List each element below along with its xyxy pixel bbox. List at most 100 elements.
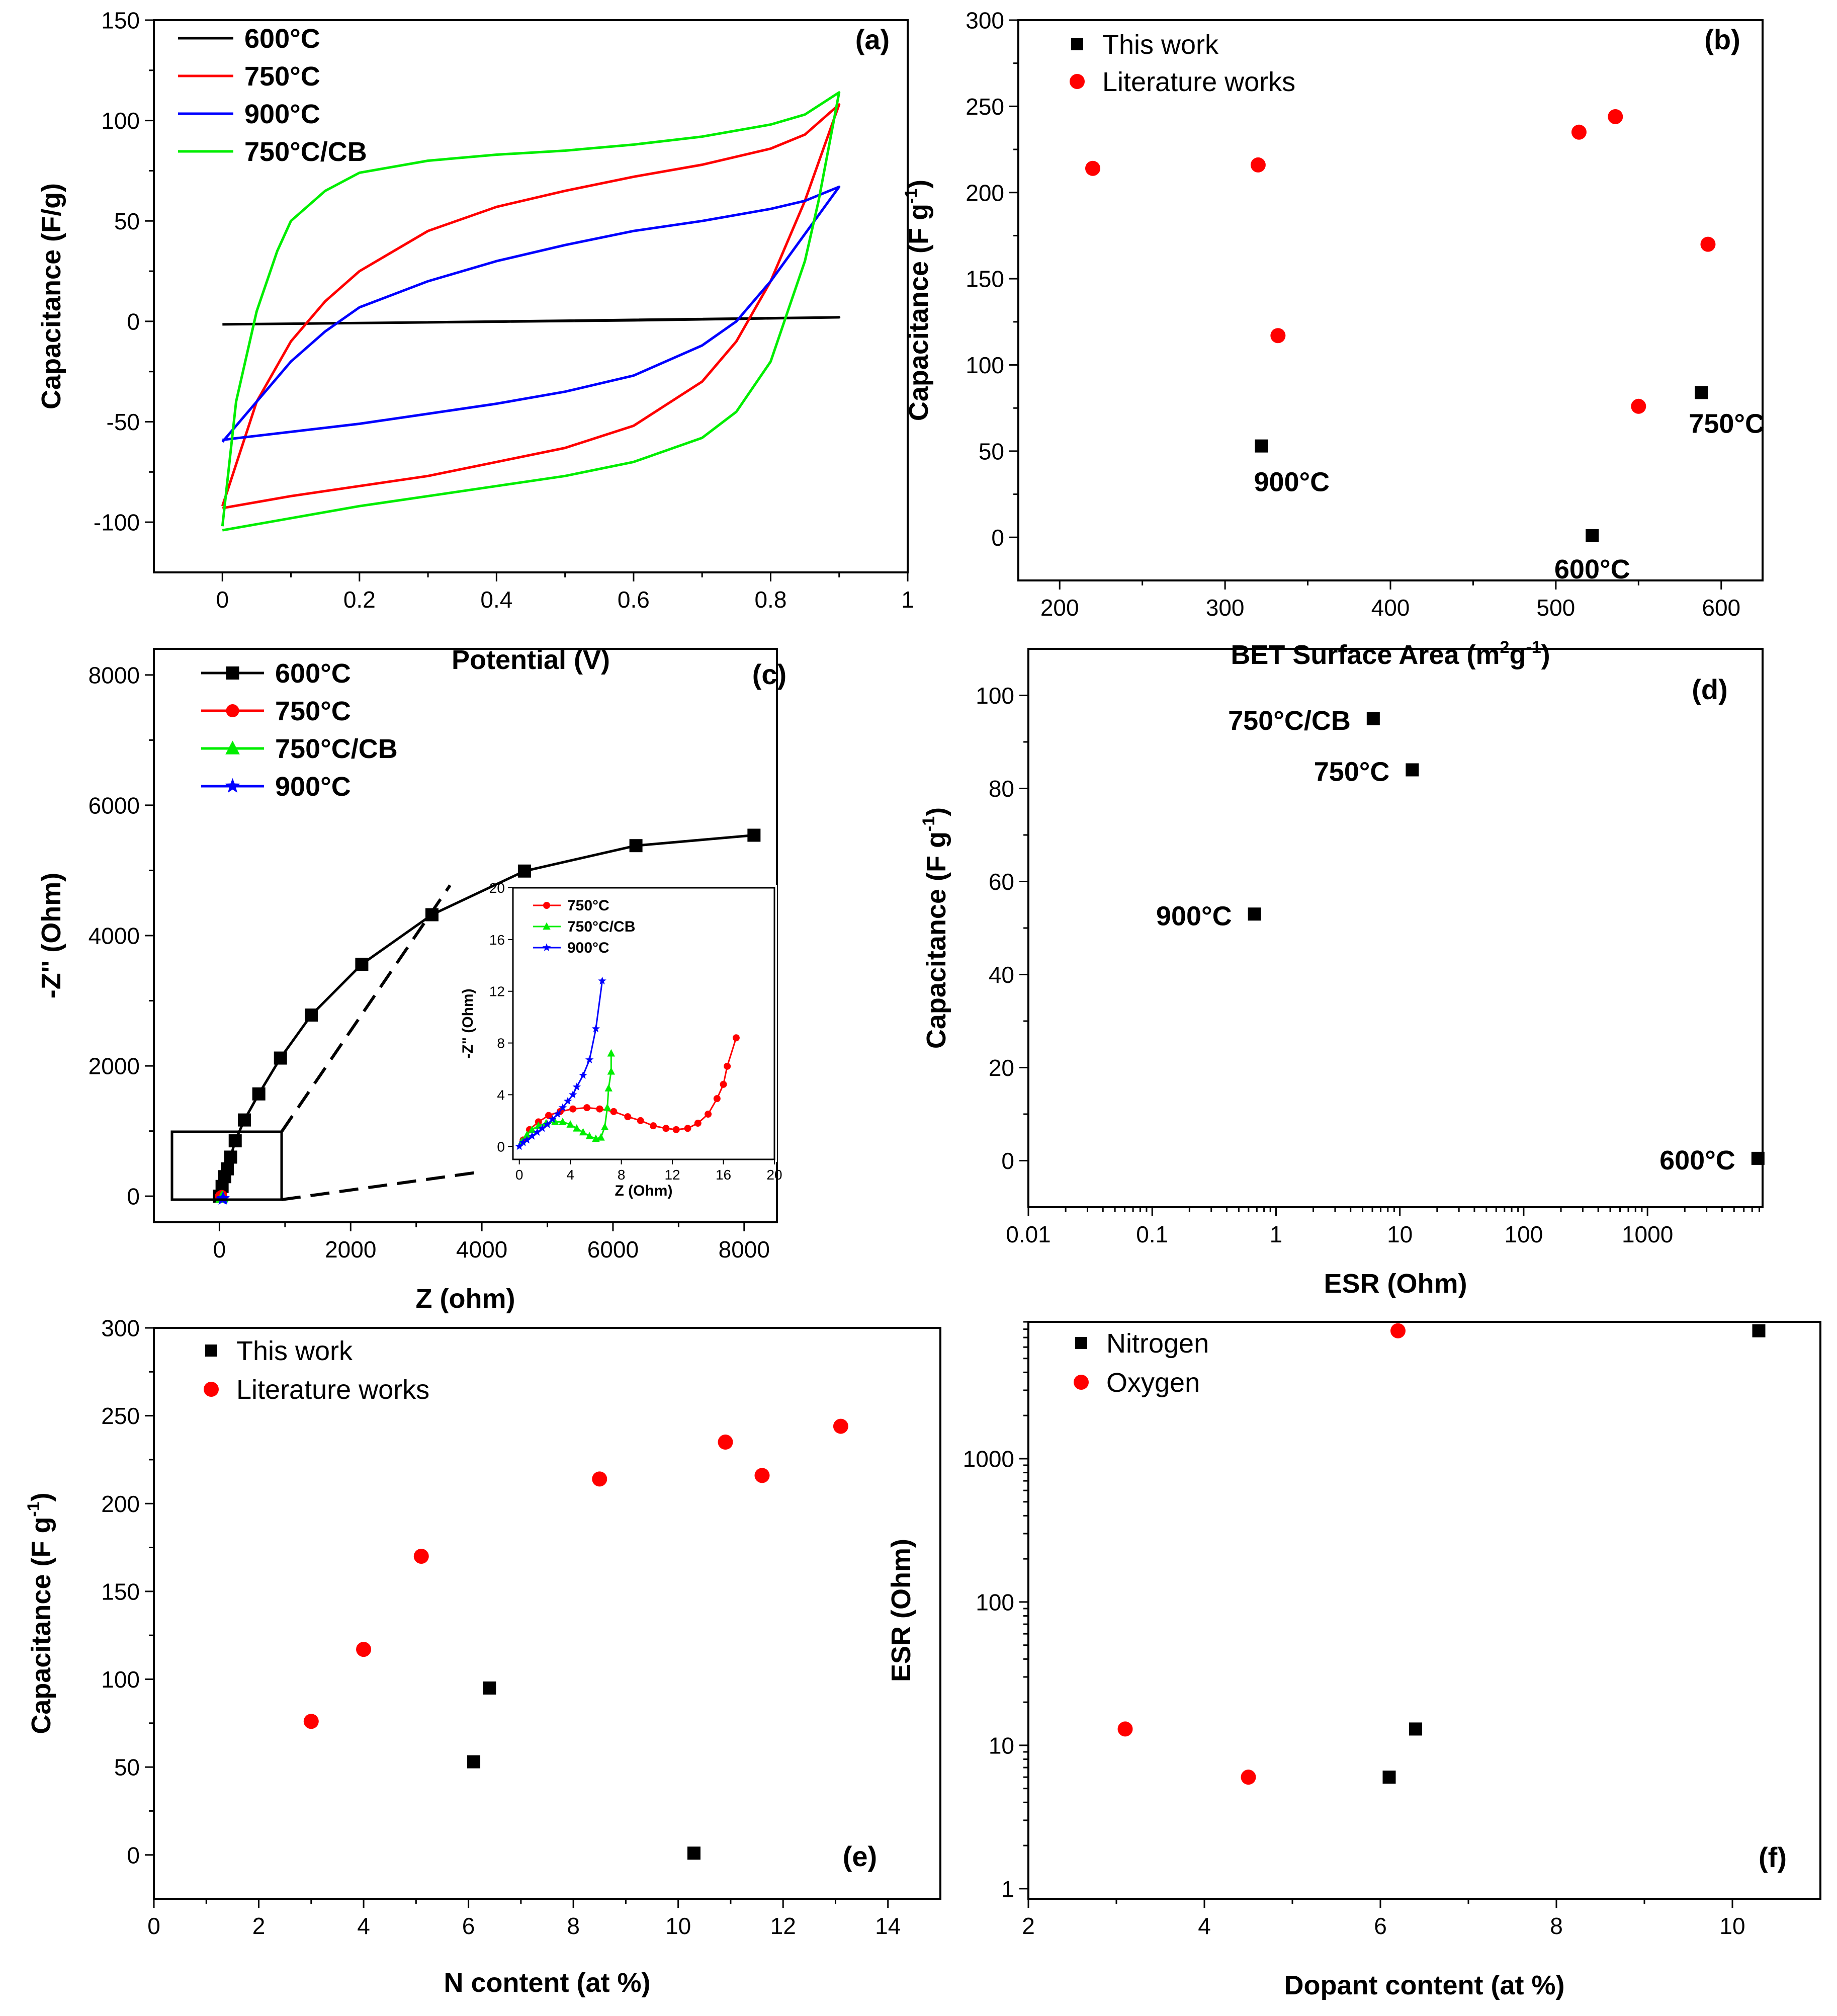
- legend-label: 750°C: [275, 696, 351, 726]
- inset-point-2: [528, 1132, 537, 1140]
- inset-point-2: [569, 1090, 577, 1099]
- x-axis-label: Z (ohm): [416, 1284, 515, 1314]
- zoom-leader-top: [280, 884, 452, 1133]
- nyquist-point-600: [274, 1051, 287, 1065]
- panel-label: (a): [855, 24, 890, 55]
- x-tick-label: 0: [147, 1913, 160, 1939]
- nitrogen-point: [1409, 1722, 1422, 1736]
- y-tick-label: -100: [94, 510, 140, 536]
- this-work-point: [687, 1846, 701, 1860]
- this-work-point: [1695, 386, 1708, 399]
- y-axis-label-end: ): [26, 1492, 56, 1501]
- y-tick-label: 40: [989, 962, 1014, 988]
- literature-point: [592, 1471, 607, 1487]
- x-axis-label-text: BET Surface Area (m: [1231, 640, 1500, 670]
- legend-label: This work: [1102, 30, 1219, 60]
- y-tick-label: 0: [127, 1842, 140, 1868]
- y-tick-label: 50: [114, 208, 140, 234]
- inset-point-0: [732, 1034, 740, 1042]
- inset-point-2: [558, 1103, 567, 1112]
- literature-point: [1631, 398, 1646, 414]
- legend-label: 750°C/CB: [244, 137, 367, 167]
- y-axis-label: Capacitance (F g-1): [919, 807, 951, 1049]
- y-tick-label: 80: [989, 776, 1014, 802]
- x-tick-label: 4: [1198, 1913, 1211, 1939]
- inset-point-0: [637, 1117, 644, 1124]
- y-tick-label: 50: [114, 1754, 140, 1781]
- y-axis-label: ESR (Ohm): [886, 1539, 916, 1682]
- inset-legend-label: 750°C: [567, 897, 609, 914]
- inset-y-tick-label: 8: [497, 1036, 505, 1051]
- inset-point-0: [705, 1111, 712, 1118]
- x-tick-label: 100: [1505, 1221, 1543, 1247]
- x-axis-label: ESR (Ohm): [1324, 1269, 1467, 1299]
- x-tick-label: 6000: [587, 1236, 639, 1263]
- inset-point-1: [600, 1123, 609, 1131]
- plot-frame: [153, 19, 909, 573]
- zoom-leader-bottom: [281, 1170, 481, 1201]
- inset-point-1: [523, 1130, 531, 1138]
- x-tick-label: 1: [1270, 1221, 1283, 1247]
- zoom-box: [170, 1130, 283, 1201]
- inset-legend-marker: [543, 902, 550, 909]
- inset-y-axis-label: -Z" (Ohm): [460, 988, 476, 1058]
- inset-point-1: [607, 1067, 616, 1075]
- panel-label: (c): [752, 658, 786, 690]
- inset-frame: [512, 887, 775, 1160]
- x-axis-label: Dopant content (at %): [1284, 1970, 1565, 2000]
- inset-legend-marker: [543, 922, 551, 930]
- y-tick-label: 100: [101, 1666, 140, 1693]
- x-tick-label: 0.1: [1136, 1221, 1168, 1247]
- inset-point-0: [569, 1105, 577, 1113]
- y-tick-label: 1: [1001, 1876, 1014, 1902]
- literature-point: [356, 1642, 372, 1657]
- y-tick-label: 10: [989, 1732, 1014, 1758]
- legend-label: 750°C/CB: [275, 734, 398, 764]
- y-tick-label: 1000: [963, 1446, 1014, 1472]
- y-tick-label: 60: [989, 869, 1014, 895]
- literature-point: [718, 1435, 733, 1450]
- cv-curve-1: [221, 103, 841, 510]
- cv-curve-2: [221, 185, 841, 443]
- legend-label: Literature works: [236, 1375, 429, 1405]
- x-tick-label: 0.01: [1006, 1221, 1051, 1247]
- x-tick-label: 500: [1537, 595, 1576, 621]
- x-tick-label: 0: [213, 1236, 226, 1263]
- point-annotation: 750°C: [1314, 757, 1390, 787]
- inset-point-0: [694, 1120, 702, 1127]
- inset-point-1: [566, 1120, 574, 1128]
- x-tick-label: 0.4: [480, 586, 512, 613]
- y-axis-label-text: Capacitance (F g: [904, 204, 934, 421]
- inset-point-0: [720, 1080, 727, 1088]
- inset-point-2: [519, 1138, 528, 1146]
- y-tick-label: 50: [979, 438, 1004, 464]
- literature-point: [1250, 157, 1266, 173]
- this-work-point: [1248, 907, 1261, 921]
- literature-point: [303, 1714, 319, 1729]
- inset-point-1: [585, 1132, 593, 1140]
- nitrogen-point: [1752, 1324, 1766, 1337]
- inset-point-2: [572, 1082, 581, 1090]
- y-tick-label: 200: [101, 1491, 140, 1517]
- y-tick-label: 6000: [89, 792, 140, 818]
- inset-plot: 0 4 8 12 16 20 0 4 8 12 16 20 750°C 750°C/CB 900°C Z (O…: [460, 880, 782, 1199]
- literature-point: [1270, 328, 1286, 344]
- inset-point-0: [684, 1125, 691, 1132]
- y-axis-label-end: ): [921, 807, 951, 816]
- inset-x-tick-label: 0: [515, 1167, 523, 1183]
- inset-legend-label: 750°C/CB: [567, 918, 635, 935]
- y-tick-label: 100: [976, 1589, 1014, 1615]
- oxygen-point: [1241, 1770, 1256, 1785]
- x-tick-label: 0.6: [618, 586, 650, 613]
- figure-panels: 0 0.2 0.4 0.6 0.8 1-100-50050100150600°C750°C…: [24, 8, 1821, 2000]
- y-axis-label-text: Capacitance (F g: [26, 1517, 56, 1734]
- literature-point: [1608, 109, 1623, 124]
- y-axis-label-superscript: -1: [24, 1501, 43, 1517]
- inset-point-2: [533, 1128, 542, 1136]
- y-tick-label: 2000: [89, 1053, 140, 1079]
- x-tick-label: 600: [1702, 595, 1740, 621]
- x-tick-label: 10: [1387, 1221, 1413, 1247]
- legend-marker: [205, 1345, 217, 1357]
- y-tick-label: 8000: [89, 662, 140, 688]
